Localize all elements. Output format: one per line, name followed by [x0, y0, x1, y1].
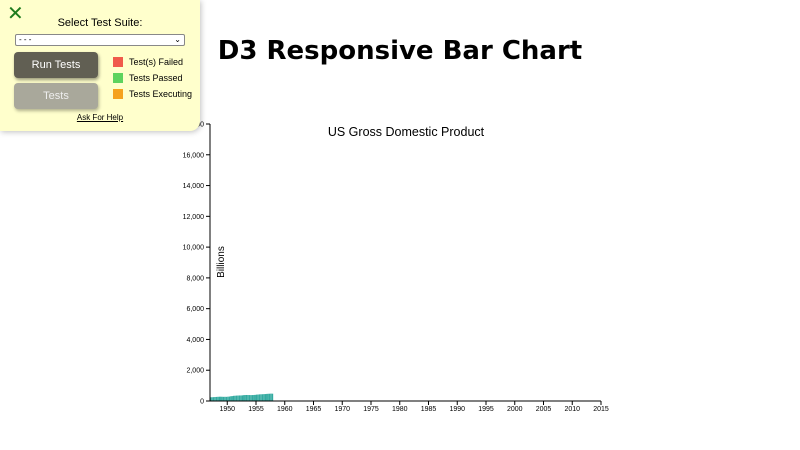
- legend-executing: Tests Executing: [113, 89, 192, 100]
- legend-failed-label: Test(s) Failed: [129, 57, 184, 67]
- bar: [231, 396, 233, 401]
- bar: [258, 394, 261, 401]
- executing-swatch: [113, 89, 123, 99]
- bar: [266, 393, 268, 401]
- y-tick-label: 2,000: [186, 368, 204, 375]
- bar: [248, 395, 251, 401]
- bar: [243, 395, 245, 401]
- bar: [238, 395, 241, 401]
- bar: [221, 396, 223, 401]
- bar: [250, 395, 252, 401]
- x-axis: 1950 1955 1960 1965 1970 1975 1980 1985 1990 1995…: [210, 400, 609, 413]
- y-tick-label: 10,000: [183, 245, 205, 252]
- y-axis: 0 2,000 4,000 6,000 8,000 10,000 12,000 14,000 1…: [183, 122, 211, 406]
- x-tick-label: 1990: [449, 406, 465, 413]
- bar: [247, 395, 249, 401]
- failed-swatch: [113, 57, 123, 67]
- y-tick-label: 0: [200, 399, 204, 406]
- bar: [263, 394, 265, 401]
- page-title: D3 Responsive Bar Chart: [217, 36, 583, 66]
- legend-passed: Tests Passed: [113, 73, 183, 84]
- bar: [251, 395, 254, 401]
- legend-failed: Test(s) Failed: [113, 57, 183, 68]
- bar: [240, 395, 242, 401]
- bar: [214, 397, 216, 401]
- test-suite-select[interactable]: - - - ⌄: [15, 34, 185, 46]
- bar: [234, 395, 236, 401]
- bar: [244, 395, 246, 401]
- bar: [260, 394, 262, 401]
- y-axis-label: Billions: [216, 246, 227, 278]
- bar: [227, 396, 229, 401]
- bars-group: [210, 393, 274, 401]
- bar: [224, 396, 226, 401]
- bar: [256, 394, 258, 401]
- tests-button[interactable]: Tests: [14, 83, 98, 109]
- bar: [253, 394, 255, 401]
- bar: [241, 395, 243, 401]
- y-tick-label: 16,000: [183, 152, 205, 159]
- suite-label: Select Test Suite:: [57, 17, 143, 29]
- bar: [222, 396, 225, 401]
- x-tick-label: 1960: [277, 406, 293, 413]
- x-tick-label: 1970: [334, 406, 350, 413]
- bar: [220, 396, 222, 401]
- bar: [233, 395, 235, 401]
- x-tick-label: 1980: [392, 406, 408, 413]
- bar: [218, 396, 220, 401]
- run-tests-button[interactable]: Run Tests: [14, 52, 98, 78]
- bar: [267, 393, 269, 401]
- x-tick-label: 1965: [306, 406, 322, 413]
- y-tick-label: 14,000: [183, 183, 205, 190]
- chevron-down-icon: ⌄: [174, 35, 181, 44]
- x-tick-label: 1995: [478, 406, 494, 413]
- y-tick-label: 6,000: [186, 306, 204, 313]
- bar: [270, 393, 272, 401]
- bar: [235, 395, 238, 401]
- x-tick-label: 2000: [507, 406, 523, 413]
- bar: [217, 396, 219, 401]
- bar: [271, 393, 274, 401]
- bar: [210, 397, 212, 401]
- passed-swatch: [113, 73, 123, 83]
- close-icon[interactable]: ✕: [7, 1, 24, 25]
- bar: [228, 396, 231, 401]
- x-tick-label: 2015: [593, 406, 609, 413]
- bar: [212, 397, 215, 401]
- bar: [264, 394, 266, 401]
- bar: [268, 393, 271, 401]
- y-tick-label: 8,000: [186, 275, 204, 282]
- bar: [225, 396, 228, 401]
- x-tick-label: 1985: [421, 406, 437, 413]
- test-panel: ✕ Select Test Suite: - - - ⌄ Run Tests T…: [0, 0, 200, 131]
- y-tick-label: 12,000: [183, 214, 205, 221]
- bar: [211, 397, 213, 401]
- ask-for-help-link[interactable]: Ask For Help: [76, 113, 124, 122]
- bar: [254, 394, 256, 401]
- bar: [237, 395, 239, 401]
- x-tick-label: 1950: [219, 406, 235, 413]
- legend-executing-label: Tests Executing: [129, 89, 193, 99]
- legend-passed-label: Tests Passed: [129, 73, 183, 83]
- suite-select-value: - - -: [19, 35, 32, 44]
- x-tick-label: 1975: [363, 406, 379, 413]
- bar: [257, 394, 259, 401]
- bar: [215, 396, 218, 401]
- x-tick-label: 2005: [536, 406, 552, 413]
- y-tick-label: 4,000: [186, 337, 204, 344]
- chart-title: US Gross Domestic Product: [328, 125, 485, 139]
- x-tick-label: 1955: [248, 406, 264, 413]
- x-tick-label: 2010: [564, 406, 580, 413]
- bar: [230, 396, 232, 401]
- bar: [261, 394, 264, 401]
- bar: [245, 394, 248, 401]
